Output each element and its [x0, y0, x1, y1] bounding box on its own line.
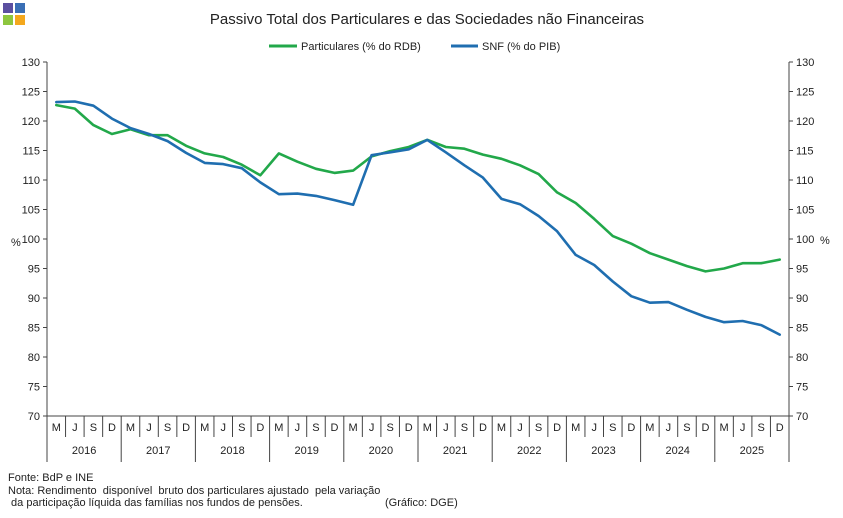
x-month-label: M	[497, 422, 506, 434]
y-tick-label-left: 105	[22, 205, 40, 217]
plot-area: 70 70 75 75 80 80 85 85 90 90 95 95 100 100 105 105 110 1…	[22, 57, 814, 462]
y-tick-label-right: 105	[796, 205, 814, 217]
x-month-label: D	[256, 422, 264, 434]
x-month-label: J	[369, 422, 375, 434]
x-month-label: D	[108, 422, 116, 434]
y-tick-label-left: 95	[28, 264, 40, 276]
legend-label-particulares: Particulares (% do RDB)	[301, 41, 421, 53]
x-month-label: S	[758, 422, 765, 434]
x-year-label: 2017	[146, 445, 170, 457]
chart-title: Passivo Total dos Particulares e das Soc…	[210, 11, 644, 28]
logo-square-3	[3, 15, 13, 25]
x-month-label: D	[479, 422, 487, 434]
y-tick-label-left: 115	[22, 146, 40, 158]
x-month-label: M	[423, 422, 432, 434]
chart-svg: Passivo Total dos Particulares e das Soc…	[11, 11, 830, 462]
source-text: Fonte: BdP e INE	[8, 472, 94, 484]
x-month-label: M	[571, 422, 580, 434]
x-month-label: D	[182, 422, 190, 434]
logo-square-1	[3, 3, 13, 13]
y-tick-label-right: 95	[796, 264, 808, 276]
x-month-label: M	[274, 422, 283, 434]
y-tick-label-right: 100	[796, 234, 814, 246]
x-year-label: 2025	[740, 445, 764, 457]
notes: Fonte: BdP e INE Nota: Rendimento dispon…	[8, 472, 380, 510]
y-tick-label-left: 85	[28, 323, 40, 335]
y-tick-label-right: 90	[796, 293, 808, 305]
legend: Particulares (% do RDB) SNF (% do PIB)	[269, 41, 560, 53]
x-month-label: S	[461, 422, 468, 434]
x-year-label: 2024	[665, 445, 689, 457]
series-line-particulares	[54, 103, 782, 273]
x-month-label: M	[719, 422, 728, 434]
legend-label-snf: SNF (% do PIB)	[482, 41, 560, 53]
x-month-label: D	[627, 422, 635, 434]
x-year-label: 2021	[443, 445, 467, 457]
x-month-label: M	[348, 422, 357, 434]
x-month-label: J	[591, 422, 597, 434]
x-month-label: M	[200, 422, 209, 434]
y-axis-label-left: %	[11, 237, 21, 249]
x-month-label: M	[126, 422, 135, 434]
y-tick-label-right: 120	[796, 116, 814, 128]
y-tick-label-right: 115	[796, 146, 814, 158]
x-month-label: S	[90, 422, 97, 434]
x-year-label: 2023	[591, 445, 615, 457]
note-line-1: Nota: Rendimento disponível bruto dos pa…	[8, 484, 381, 497]
y-tick-label-right: 110	[796, 175, 814, 187]
x-month-label: S	[683, 422, 690, 434]
x-month-label: S	[164, 422, 171, 434]
y-tick-label-right: 75	[796, 382, 808, 394]
y-axis-label-right: %	[820, 235, 830, 247]
x-month-label: D	[331, 422, 339, 434]
x-month-label: S	[312, 422, 319, 434]
x-month-label: J	[517, 422, 523, 434]
y-tick-label-left: 130	[22, 57, 40, 69]
x-year-label: 2018	[220, 445, 244, 457]
x-year-label: 2020	[369, 445, 393, 457]
x-month-label: S	[609, 422, 616, 434]
y-tick-label-left: 125	[22, 87, 40, 99]
x-year-label: 2016	[72, 445, 96, 457]
y-tick-label-right: 130	[796, 57, 814, 69]
x-month-label: S	[238, 422, 245, 434]
logo-square-4	[15, 15, 25, 25]
y-tick-label-left: 120	[22, 116, 40, 128]
y-tick-label-right: 80	[796, 352, 808, 364]
y-tick-label-left: 80	[28, 352, 40, 364]
y-tick-label-right: 85	[796, 323, 808, 335]
x-month-label: J	[295, 422, 301, 434]
x-month-label: J	[666, 422, 672, 434]
y-tick-label-left: 70	[28, 411, 40, 423]
y-tick-label-left: 110	[22, 175, 40, 187]
x-month-label: D	[776, 422, 784, 434]
x-month-label: J	[220, 422, 226, 434]
y-tick-label-left: 90	[28, 293, 40, 305]
x-month-label: S	[387, 422, 394, 434]
x-month-label: M	[52, 422, 61, 434]
x-month-label: S	[535, 422, 542, 434]
x-year-label: 2022	[517, 445, 541, 457]
x-month-label: J	[72, 422, 78, 434]
x-month-label: D	[553, 422, 561, 434]
x-month-label: M	[645, 422, 654, 434]
x-month-label: J	[740, 422, 746, 434]
x-year-label: 2019	[294, 445, 318, 457]
logo	[3, 3, 25, 25]
y-tick-label-left: 75	[28, 382, 40, 394]
series-line-snf	[54, 100, 782, 336]
x-month-label: J	[443, 422, 449, 434]
logo-square-2	[15, 3, 25, 13]
chart-credit: (Gráfico: DGE)	[385, 497, 458, 509]
y-tick-label-right: 125	[796, 87, 814, 99]
x-month-label: J	[146, 422, 152, 434]
note-line-2: da participação líquida das famílias nos…	[8, 497, 303, 509]
y-tick-label-left: 100	[22, 234, 40, 246]
x-month-label: D	[405, 422, 413, 434]
y-tick-label-right: 70	[796, 411, 808, 423]
x-month-label: D	[702, 422, 710, 434]
